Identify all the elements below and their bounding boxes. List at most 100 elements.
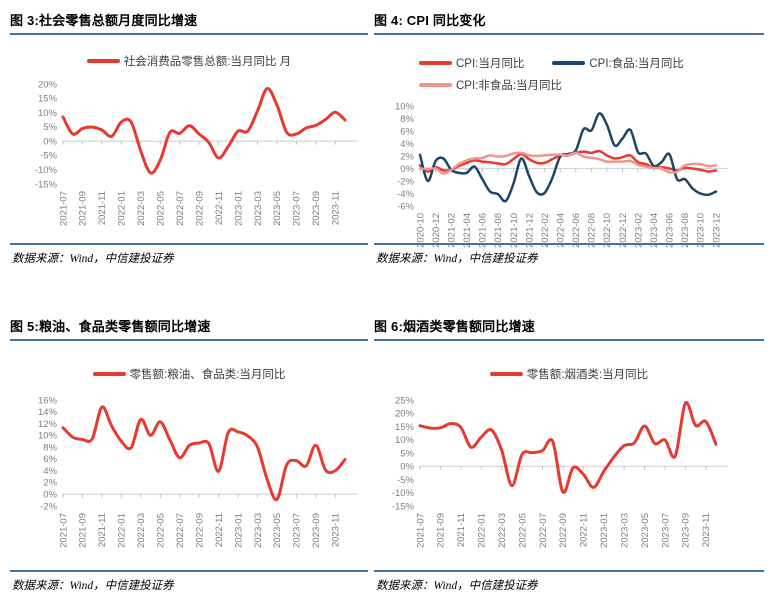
legend-line-swatch <box>419 83 452 87</box>
y-axis-label: 20% <box>38 79 58 90</box>
y-axis-label: 16% <box>38 395 58 406</box>
figure-tobacco-alcohol-retail: 图 6:烟酒类零售额同比增速 零售额:烟酒类:当月同比 25% 20% 15% 10%… <box>374 316 764 601</box>
legend-line-swatch <box>552 61 586 65</box>
y-axis-label: 2% <box>400 151 414 162</box>
x-axis-label: 2022-04 <box>556 213 567 248</box>
figure-social-retail: 图 3:社会零售总额月度同比增速 社会消费品零售总额:当月同比 月 20% 15%… <box>10 10 368 300</box>
title-divider <box>374 33 764 35</box>
series-line <box>418 151 718 175</box>
y-axis-label: -5% <box>40 151 57 162</box>
legend-line-swatch <box>92 372 126 376</box>
x-axis-label: 2022-01 <box>117 513 128 548</box>
x-axis-label: 2022-09 <box>194 513 205 548</box>
y-axis-label: 4% <box>400 139 414 150</box>
x-axis-label: 2021-12 <box>524 213 535 248</box>
figure-title: 图 6:烟酒类零售额同比增速 <box>374 319 535 334</box>
source-divider <box>10 570 368 572</box>
x-axis-label: 2022-06 <box>571 213 582 248</box>
x-axis-label: 2022-08 <box>587 213 598 248</box>
y-axis-label: 4% <box>43 466 57 477</box>
x-axis-label: 2022-07 <box>538 513 549 548</box>
x-axis-label: 2021-11 <box>97 513 108 547</box>
legend-label: CPI:食品:当月同比 <box>589 58 684 70</box>
y-axis-label: 10% <box>38 431 58 442</box>
x-axis-label: 2021-10 <box>509 213 520 248</box>
legend-label: 社会消费品零售总额:当月同比 月 <box>123 56 292 68</box>
x-axis-label: 2023-11 <box>331 513 342 547</box>
y-axis-label: 2% <box>43 478 57 489</box>
x-axis-label: 2022-02 <box>540 213 551 248</box>
title-divider <box>374 339 764 341</box>
legend-label: 零售额:烟酒类:当月同比 <box>526 369 649 381</box>
source-divider <box>374 243 764 245</box>
y-axis-label: 20% <box>395 409 415 420</box>
y-axis-label: -6% <box>397 201 414 212</box>
source-note: 数据来源：Wind，中信建投证券 <box>12 253 174 265</box>
y-axis-label: -10% <box>35 165 58 176</box>
x-axis-label: 2023-11 <box>331 191 342 225</box>
y-axis-label: 14% <box>38 407 58 418</box>
x-axis-label: 2023-09 <box>311 191 322 226</box>
chart-tobacco-alcohol: 25% 20% 15% 10% 5% 0% -5% -10% -15%2021-07 2021-0… <box>392 395 728 548</box>
legend-line-swatch <box>489 372 523 376</box>
x-axis-label: 2022-01 <box>117 191 128 226</box>
y-axis-label: -5% <box>397 475 414 486</box>
x-axis-label: 2022-05 <box>156 513 167 548</box>
x-axis-label: 2020-12 <box>431 213 442 248</box>
x-axis-label: 2023-03 <box>253 513 264 548</box>
source-note: 数据来源：Wind，中信建投证券 <box>12 580 174 592</box>
x-axis-label: 2023-09 <box>311 513 322 548</box>
legend: CPI:当月同比 CPI:食品:当月同比 CPI:非食品:当月同比 <box>419 55 719 93</box>
chart-cpi: 10% 8%6% 4%2% 0%-2% -4%-6%2020-10 2020-12 2021… <box>395 101 728 248</box>
y-axis-label: 10% <box>395 435 415 446</box>
y-axis-label: -2% <box>397 176 414 187</box>
x-axis-label: 2021-07 <box>58 191 69 226</box>
x-axis-label: 2023-05 <box>272 513 283 548</box>
x-axis-label: 2023-10 <box>696 213 707 248</box>
y-axis-label: -15% <box>392 501 415 512</box>
legend: 零售额:烟酒类:当月同比 <box>374 366 764 382</box>
figure-title: 图 4: CPI 同比变化 <box>374 13 486 28</box>
x-axis-label: 2023-09 <box>681 513 692 548</box>
x-axis-label: 2021-04 <box>462 213 473 248</box>
x-axis-label: 2021-07 <box>415 513 426 548</box>
legend-item: CPI:当月同比 <box>419 55 524 71</box>
y-axis-label: 0% <box>400 462 414 473</box>
x-axis-label: 2023-01 <box>233 513 244 548</box>
series-line <box>61 87 347 175</box>
legend-item: CPI:非食品:当月同比 <box>419 77 562 93</box>
y-axis-label: 5% <box>400 448 414 459</box>
x-axis-label: 2022-09 <box>558 513 569 548</box>
title-divider <box>10 33 368 35</box>
y-axis-label: -2% <box>40 501 57 512</box>
x-axis-label: 2022-11 <box>214 191 225 225</box>
x-axis-label: 2023-02 <box>633 213 644 248</box>
y-axis-label: -10% <box>392 488 415 499</box>
x-axis-label: 2022-03 <box>136 191 147 226</box>
x-axis-label: 2023-11 <box>701 513 712 547</box>
x-axis-label: 2022-10 <box>602 213 613 248</box>
source-divider <box>10 243 368 245</box>
legend-item: 社会消费品零售总额:当月同比 月 <box>86 53 292 69</box>
y-axis-label: 8% <box>43 442 57 453</box>
x-axis-label: 2023-04 <box>649 213 660 248</box>
x-axis-label: 2022-03 <box>136 513 147 548</box>
y-axis-label: 15% <box>38 94 58 105</box>
x-axis-label: 2021-07 <box>58 513 69 548</box>
chart-grain-oil-food: 16%14%12%10%8%6%4%2%0%-2%2021-07 2021-09 2… <box>38 395 357 548</box>
x-axis-label: 2023-05 <box>272 191 283 226</box>
x-axis-label: 2022-11 <box>214 513 225 547</box>
title-divider <box>10 339 368 341</box>
legend-item: 零售额:烟酒类:当月同比 <box>489 366 649 382</box>
legend-label: CPI:当月同比 <box>456 58 525 70</box>
x-axis-label: 2021-02 <box>446 213 457 248</box>
x-axis-label: 2023-05 <box>640 513 651 548</box>
legend-label: 零售额:粮油、食品类:当月同比 <box>129 369 286 381</box>
chart-social-retail: 20% 15% 10% 5% 0% -5% -10% -15%2021-07 2021-09 20… <box>35 79 357 226</box>
y-axis-label: 10% <box>38 108 58 119</box>
figure-cpi: 图 4: CPI 同比变化 CPI:当月同比 CPI:食品:当月同比 CPI:非食品… <box>374 10 764 300</box>
x-axis-label: 2021-09 <box>78 191 89 226</box>
x-axis-label: 2021-09 <box>436 513 447 548</box>
legend-line-swatch <box>86 59 120 63</box>
